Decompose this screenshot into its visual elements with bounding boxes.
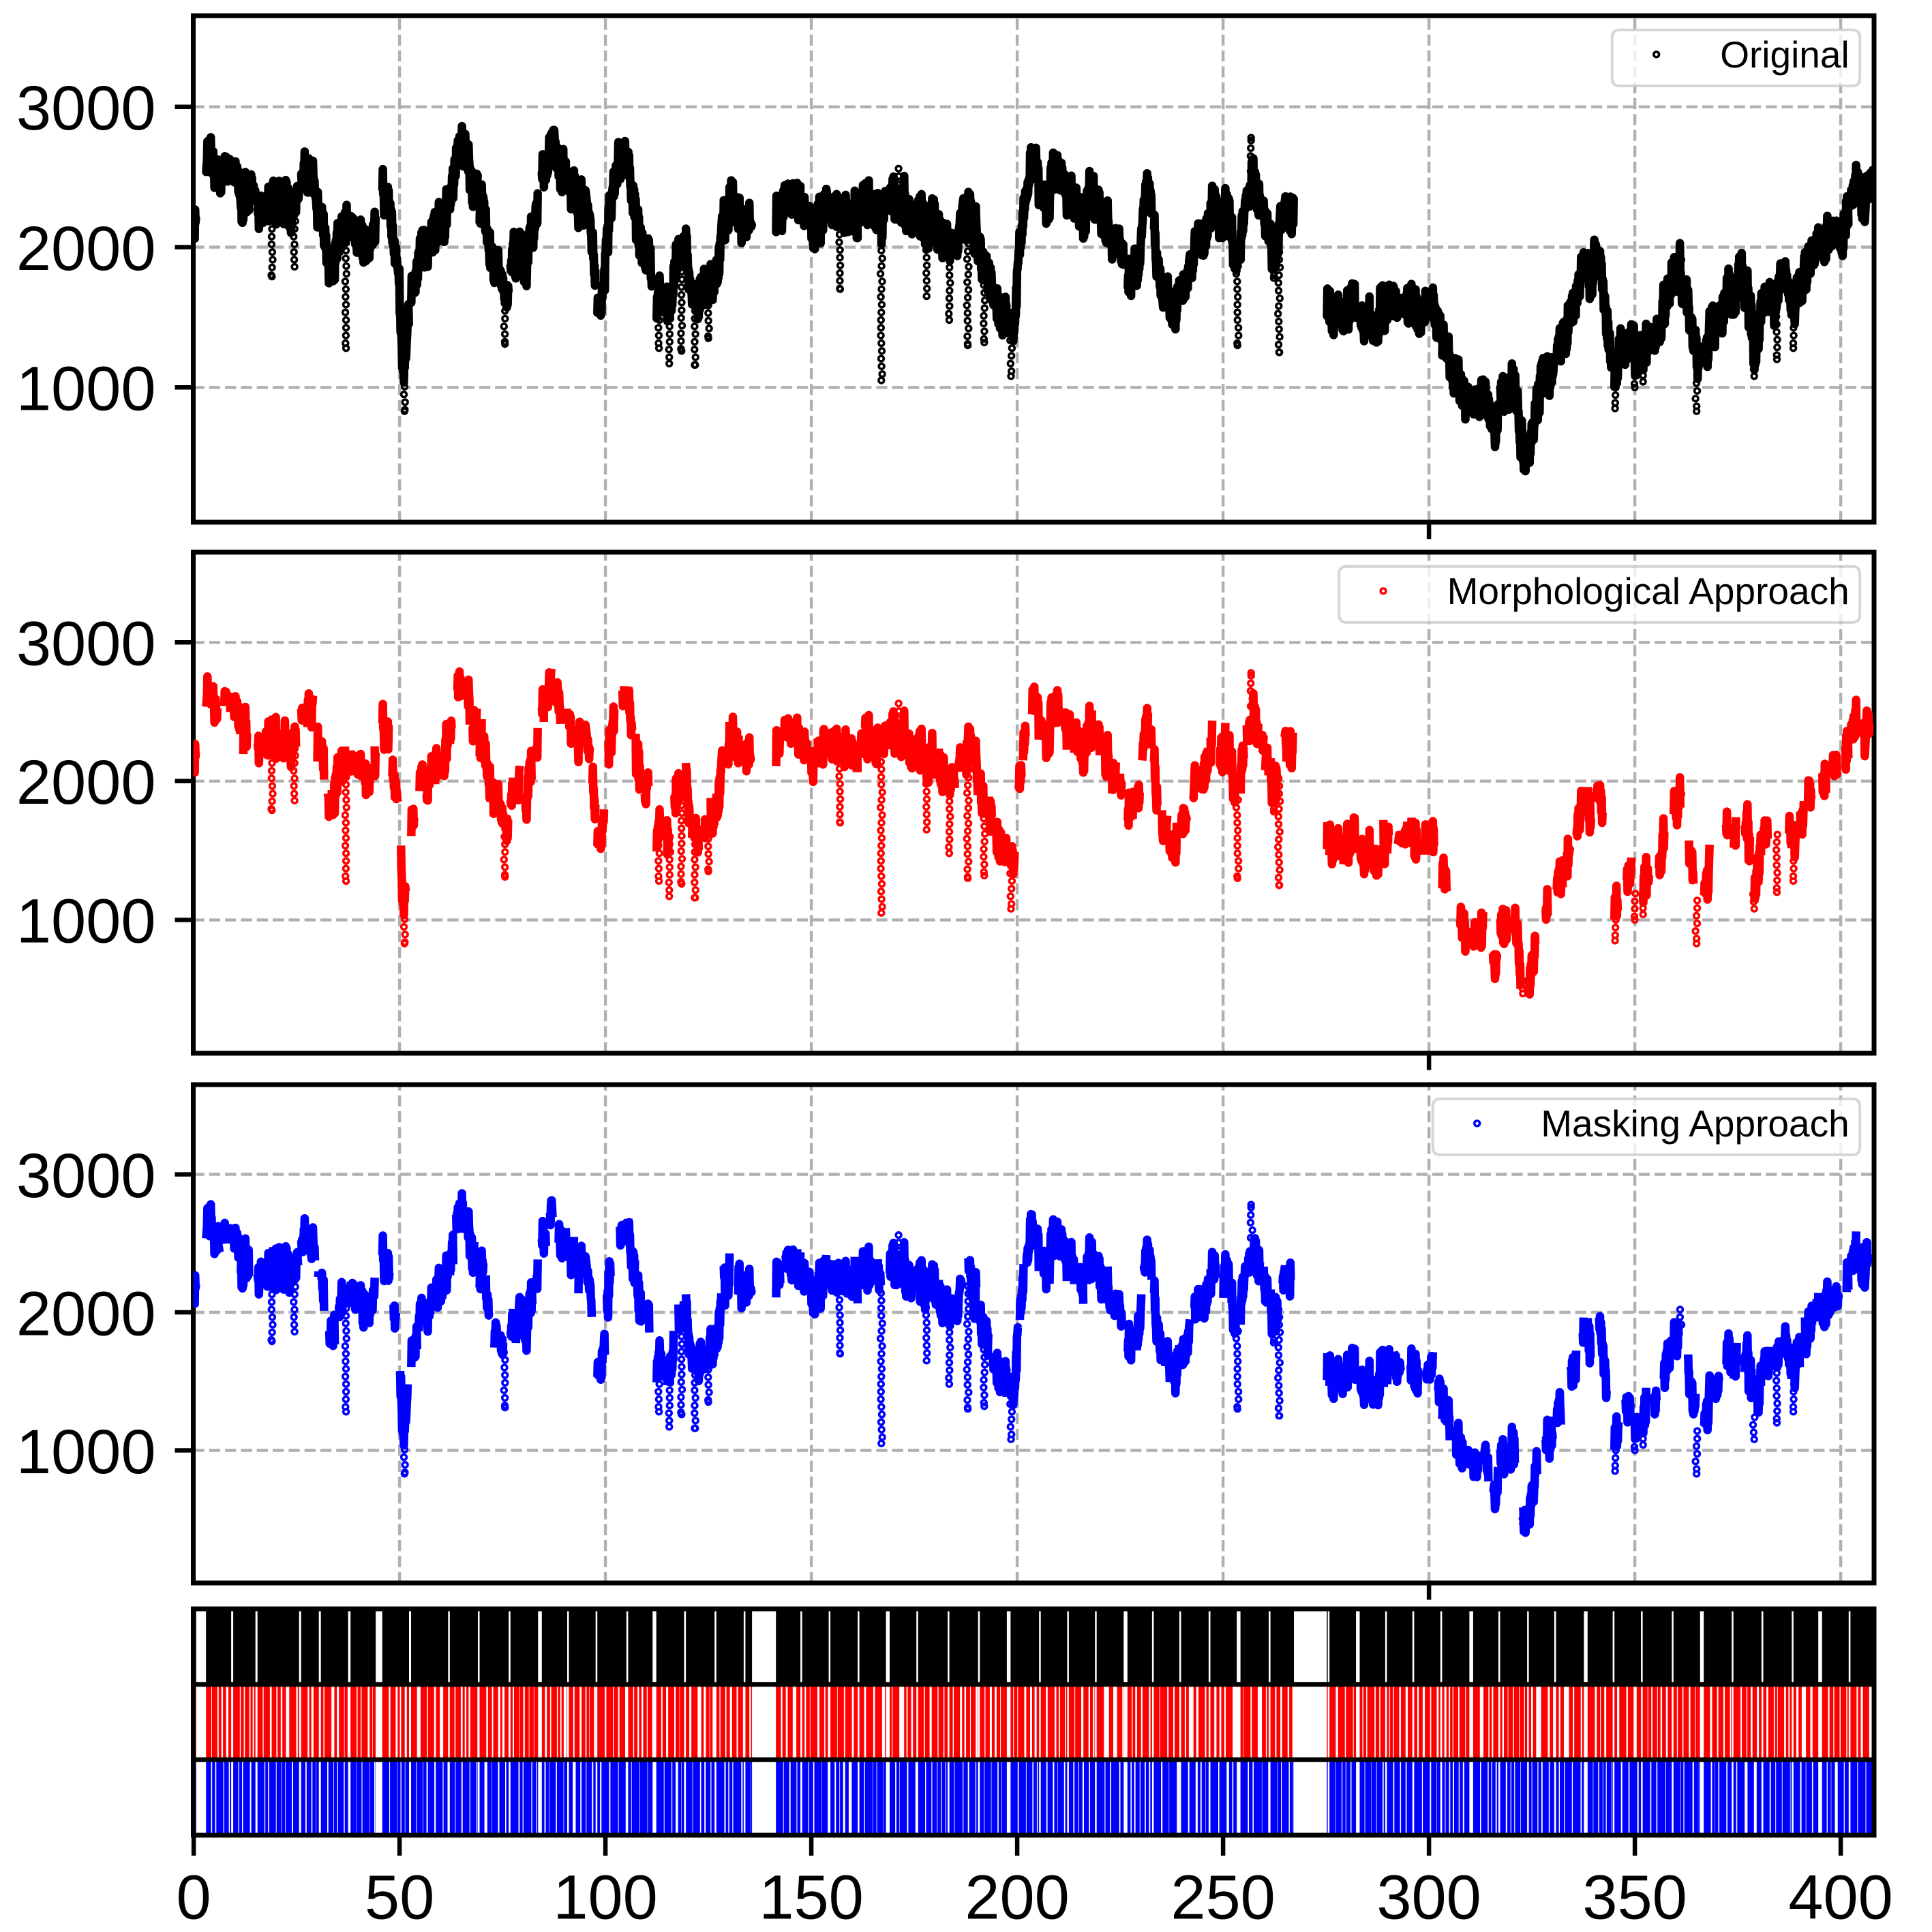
svg-text:50: 50 xyxy=(365,1863,434,1932)
svg-text:Morphological Approach: Morphological Approach xyxy=(1447,570,1850,612)
svg-text:400: 400 xyxy=(1788,1863,1893,1932)
svg-text:1000: 1000 xyxy=(16,1417,156,1487)
svg-text:250: 250 xyxy=(1171,1863,1276,1932)
svg-text:350: 350 xyxy=(1582,1863,1687,1932)
svg-text:3000: 3000 xyxy=(16,74,156,143)
svg-text:2000: 2000 xyxy=(16,748,156,817)
svg-text:0: 0 xyxy=(177,1863,211,1932)
svg-text:300: 300 xyxy=(1376,1863,1481,1932)
svg-text:1000: 1000 xyxy=(16,887,156,956)
svg-text:Original: Original xyxy=(1720,33,1850,76)
svg-text:Masking Approach: Masking Approach xyxy=(1541,1102,1850,1145)
svg-text:2000: 2000 xyxy=(16,1279,156,1348)
svg-text:3000: 3000 xyxy=(16,1141,156,1211)
svg-text:3000: 3000 xyxy=(16,609,156,679)
svg-text:2000: 2000 xyxy=(16,214,156,284)
svg-text:100: 100 xyxy=(553,1863,658,1932)
svg-text:150: 150 xyxy=(759,1863,864,1932)
svg-text:1000: 1000 xyxy=(16,354,156,424)
svg-text:200: 200 xyxy=(965,1863,1070,1932)
